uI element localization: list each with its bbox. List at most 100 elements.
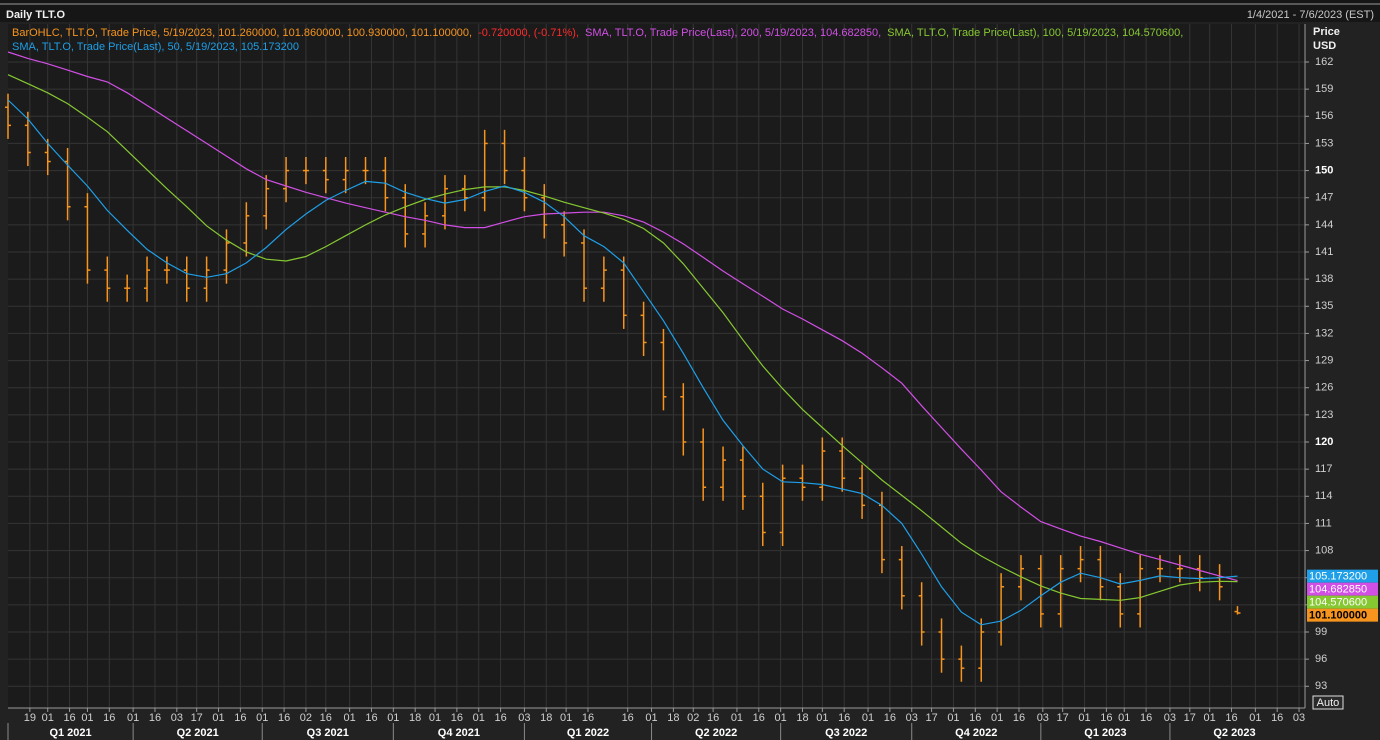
x-tick-label: 03 [518, 712, 530, 724]
plot-area [8, 24, 1305, 708]
x-tick-label: 16 [103, 712, 115, 724]
x-tick-label: 18 [796, 712, 808, 724]
quarter-label: Q1 2022 [567, 727, 609, 739]
x-tick-label: 18 [667, 712, 679, 724]
y-tick-label: 132 [1315, 327, 1333, 339]
x-tick-label: 01 [816, 712, 828, 724]
x-tick-label: 16 [622, 712, 634, 724]
x-tick-label: 16 [707, 712, 719, 724]
x-tick-label: 03 [1164, 712, 1176, 724]
quarter-label: Q4 2021 [438, 727, 480, 739]
x-tick-label: 16 [753, 712, 765, 724]
last-value-label: 101.100000 [1309, 610, 1367, 622]
y-tick-label: 123 [1315, 409, 1333, 421]
date-range: 1/4/2021 - 7/6/2023 (EST) [1247, 9, 1374, 21]
x-tick-label: 16 [365, 712, 377, 724]
quarter-label: Q2 2022 [695, 727, 737, 739]
quarter-label: Q2 2021 [177, 727, 219, 739]
x-tick-label: 19 [24, 712, 36, 724]
x-tick-label: 16 [451, 712, 463, 724]
x-tick-label: 01 [991, 712, 1003, 724]
x-tick-label: 16 [494, 712, 506, 724]
legend-entry: SMA, TLT.O, Trade Price(Last), 50, 5/19/… [12, 41, 299, 53]
x-tick-label: 03 [1037, 712, 1049, 724]
x-tick-label: 01 [256, 712, 268, 724]
x-tick-label: 16 [63, 712, 75, 724]
y-tick-label: 96 [1315, 653, 1327, 665]
quarter-label: Q4 2022 [955, 727, 997, 739]
last-value-badge [1307, 582, 1378, 596]
y-tick-label: 126 [1315, 382, 1333, 394]
y-tick-label: 114 [1315, 490, 1333, 502]
auto-button[interactable]: Auto [1312, 695, 1344, 710]
y-tick-label: 147 [1315, 192, 1333, 204]
x-tick-label: 18 [409, 712, 421, 724]
y-tick-label: 153 [1315, 137, 1333, 149]
last-value-badge [1307, 608, 1378, 622]
x-tick-label: 03 [906, 712, 918, 724]
x-tick-label: 01 [81, 712, 93, 724]
x-tick-label: 01 [387, 712, 399, 724]
y-tick-label: 99 [1315, 626, 1327, 638]
quarter-label: Q3 2021 [307, 727, 349, 739]
x-tick-label: 03 [171, 712, 183, 724]
x-tick-label: 01 [127, 712, 139, 724]
y-tick-label: 141 [1315, 246, 1333, 258]
y-tick-label: 162 [1315, 56, 1333, 68]
quarter-label: Q3 2022 [825, 727, 867, 739]
x-tick-label: 16 [884, 712, 896, 724]
last-value-label: 104.570600 [1309, 597, 1367, 609]
quarter-label: Q2 2023 [1213, 727, 1255, 739]
y-axis-unit: USD [1313, 40, 1336, 52]
x-tick-label: 16 [969, 712, 981, 724]
last-value-badge [1307, 595, 1378, 609]
x-tick-label: 02 [300, 712, 312, 724]
auto-button-frame[interactable] [1312, 695, 1344, 710]
y-tick-label: 150 [1315, 164, 1333, 176]
x-tick-label: 17 [191, 712, 203, 724]
chart-title: Daily TLT.O [6, 9, 66, 21]
x-tick-label: 16 [320, 712, 332, 724]
title-bar [0, 0, 1380, 22]
x-tick-label: 01 [947, 712, 959, 724]
y-tick-label: 117 [1315, 463, 1333, 475]
x-tick-label: 01 [212, 712, 224, 724]
x-tick-label: 18 [540, 712, 552, 724]
y-tick-label: 93 [1315, 680, 1327, 692]
x-tick-label: 01 [344, 712, 356, 724]
y-axis-label: Price [1313, 26, 1340, 38]
x-tick-label: 16 [1225, 712, 1237, 724]
y-tick-label: 135 [1315, 300, 1333, 312]
legend-entry: -0.720000, (-0.71%), [478, 27, 579, 39]
quarter-label: Q1 2023 [1084, 727, 1126, 739]
x-tick-label: 01 [775, 712, 787, 724]
y-tick-label: 144 [1315, 219, 1333, 231]
legend: BarOHLC, TLT.O, Trade Price, 5/19/2023, … [12, 27, 1183, 53]
y-tick-label: 156 [1315, 110, 1333, 122]
x-tick-label: 01 [1118, 712, 1130, 724]
x-tick-label: 02 [687, 712, 699, 724]
x-tick-label: 17 [1057, 712, 1069, 724]
last-value-label: 104.682850 [1309, 584, 1367, 596]
x-tick-label: 01 [645, 712, 657, 724]
x-tick-label: 01 [429, 712, 441, 724]
legend-entry: SMA, TLT.O, Trade Price(Last), 200, 5/19… [585, 27, 881, 39]
x-tick-label: 01 [731, 712, 743, 724]
x-tick-label: 16 [582, 712, 594, 724]
x-tick-label: 01 [1249, 712, 1261, 724]
x-tick-label: 01 [473, 712, 485, 724]
sma-line [7, 99, 1238, 626]
quarter-label: Q1 2021 [49, 727, 91, 739]
x-tick-label: 16 [1271, 712, 1283, 724]
auto-button-label[interactable]: Auto [1317, 697, 1340, 709]
legend-entry: SMA, TLT.O, Trade Price(Last), 100, 5/19… [887, 27, 1183, 39]
x-tick-label: 01 [1204, 712, 1216, 724]
y-tick-label: 111 [1315, 517, 1332, 529]
x-tick-label: 01 [1078, 712, 1090, 724]
x-tick-label: 17 [925, 712, 937, 724]
x-tick-label: 16 [1013, 712, 1025, 724]
x-tick-label: 16 [278, 712, 290, 724]
x-tick-label: 16 [234, 712, 246, 724]
